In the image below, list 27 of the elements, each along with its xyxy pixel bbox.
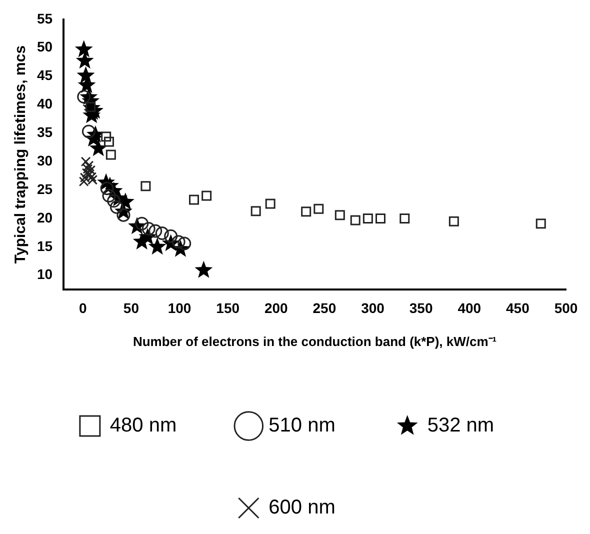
y-tick-label: 50 — [36, 38, 53, 55]
legend-label: 532 nm — [427, 414, 494, 437]
x-tick-label: 350 — [409, 300, 433, 316]
y-tick-label: 55 — [36, 10, 53, 26]
y-tick-label: 20 — [36, 209, 53, 226]
x-tick-label: 0 — [79, 300, 87, 316]
y-tick-label: 25 — [36, 180, 53, 197]
x-axis-title: Number of electrons in the conduction band (k*P), kW/cm⁻¹ — [132, 334, 497, 349]
y-tick-label: 10 — [36, 266, 53, 282]
y-axis-title: Typical trapping lifetimes, mcs — [12, 45, 30, 264]
legend-label: 480 nm — [110, 414, 177, 437]
x-tick-label: 500 — [554, 300, 578, 316]
x-tick-label: 400 — [458, 300, 482, 316]
x-tick-label: 300 — [361, 300, 385, 316]
y-tick-label: 15 — [36, 238, 53, 254]
y-tick-label: 35 — [36, 124, 53, 140]
legend-label: 600 nm — [268, 496, 336, 519]
legend-label: 510 nm — [268, 414, 336, 437]
y-tick-label: 45 — [36, 67, 53, 84]
x-tick-label: 250 — [312, 300, 336, 316]
x-tick-label: 50 — [123, 300, 140, 316]
x-tick-label: 150 — [216, 300, 240, 316]
x-tick-label: 200 — [264, 300, 288, 316]
y-tick-label: 40 — [36, 96, 53, 112]
x-tick-label: 100 — [168, 300, 192, 316]
x-tick-label: 450 — [506, 300, 530, 316]
y-tick-label: 30 — [36, 152, 53, 168]
